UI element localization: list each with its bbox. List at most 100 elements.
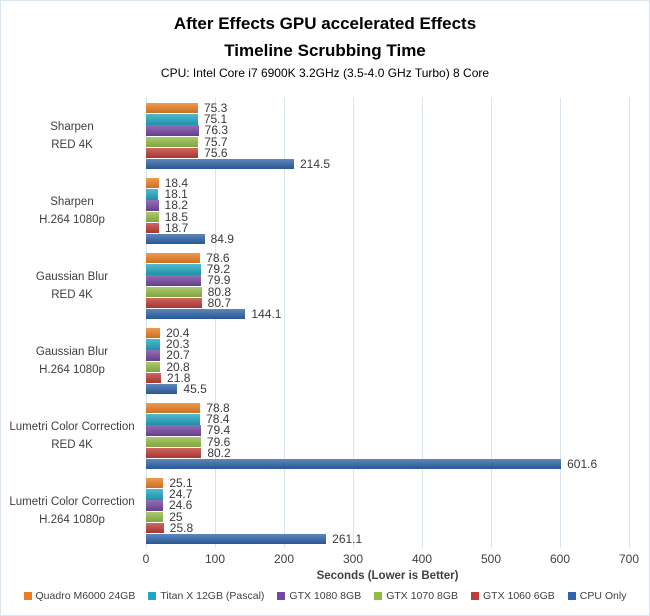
bar-value-label: 261.1 — [332, 532, 363, 546]
bar — [146, 264, 201, 275]
x-tick-label: 0 — [142, 552, 150, 566]
category-label: Gaussian Blur RED 4K — [1, 248, 143, 323]
bar-value-label: 84.9 — [210, 232, 234, 246]
legend-item: GTX 1080 8GB — [277, 590, 361, 602]
legend-swatch-icon — [471, 592, 479, 600]
bar-value-label: 21.8 — [167, 370, 191, 385]
x-tick-label: 300 — [342, 552, 364, 566]
bar — [146, 339, 160, 350]
legend-item: GTX 1060 6GB — [471, 590, 555, 602]
bar — [146, 159, 294, 170]
bar-value-label: 20.3 — [166, 337, 190, 352]
category-label-line: H.264 1080p — [39, 513, 105, 526]
category-label-line: Gaussian Blur — [35, 345, 109, 358]
x-tick-label: 100 — [204, 552, 226, 566]
gridline — [215, 98, 216, 548]
bar — [146, 211, 159, 222]
legend-item: GTX 1070 8GB — [374, 590, 458, 602]
bar-value-label: 79.6 — [206, 434, 231, 449]
legend-swatch-icon — [567, 592, 576, 600]
bar — [146, 459, 562, 470]
bar-value-label: 144.1 — [251, 307, 282, 321]
bar — [146, 103, 198, 114]
bar — [146, 511, 164, 522]
legend-label: GTX 1080 8GB — [289, 590, 362, 602]
bar-value-label: 75.6 — [204, 145, 228, 160]
bar-value-label: 18.5 — [164, 209, 189, 224]
category-label-line: H.264 1080p — [39, 213, 105, 226]
bar — [146, 447, 202, 459]
category-label-line: Lumetri Color Correction — [9, 495, 135, 508]
bar — [146, 414, 201, 425]
bar-value-label: 25.1 — [169, 476, 193, 490]
category-label: Lumetri Color Correction RED 4K — [1, 398, 143, 473]
category-label-line: RED 4K — [51, 138, 93, 151]
bar-value-label: 25.8 — [169, 520, 194, 535]
gridline — [560, 98, 561, 548]
legend-label: Titan X 12GB (Pascal) — [160, 590, 265, 602]
bar — [146, 125, 199, 136]
y-axis-line — [146, 98, 147, 548]
bar-value-label: 78.4 — [206, 412, 230, 427]
bar — [146, 309, 246, 320]
gridline — [422, 98, 423, 548]
bar-value-label: 78.8 — [206, 401, 230, 415]
bar — [146, 403, 201, 414]
legend-label: Quadro M6000 24GB — [35, 590, 136, 602]
bar-value-label: 76.3 — [204, 123, 228, 138]
category-label: Sharpen H.264 1080p — [1, 173, 143, 248]
category-label-line: Sharpen — [50, 195, 94, 208]
bar — [146, 436, 201, 447]
bar-value-label: 601.6 — [567, 457, 598, 471]
chart-title-line-1: After Effects GPU accelerated Effects — [173, 14, 477, 33]
legend-item: Titan X 12GB (Pascal) — [148, 590, 264, 602]
bar — [146, 534, 327, 545]
bar — [146, 350, 161, 361]
legend-swatch-icon — [148, 592, 157, 600]
legend-swatch-icon — [23, 592, 32, 600]
gridline — [491, 98, 492, 548]
chart-title: After Effects GPU accelerated Effects Ti… — [1, 10, 649, 64]
x-tick-label: 400 — [411, 552, 433, 566]
category-label: Gaussian Blur H.264 1080p — [1, 323, 143, 398]
bar — [146, 189, 159, 200]
bar — [146, 136, 199, 147]
bar-value-label: 75.1 — [203, 112, 228, 127]
bar-value-label: 79.9 — [207, 273, 231, 288]
legend-label: GTX 1070 8GB — [386, 590, 458, 602]
legend-item: Quadro M6000 24GB — [23, 590, 136, 602]
x-tick-label: 600 — [549, 552, 571, 566]
category-label-line: RED 4K — [51, 438, 93, 451]
category-label: Lumetri Color Correction H.264 1080p — [1, 473, 143, 548]
bar-value-label: 214.5 — [300, 157, 331, 171]
legend-label: CPU Only — [579, 590, 627, 602]
category-label-line: Sharpen — [50, 120, 94, 133]
bar-value-label: 20.4 — [166, 326, 190, 340]
bar — [146, 234, 205, 245]
bar — [146, 200, 159, 211]
plot-area: Sharpen RED 4K 75.3 75.1 76.3 75.7 75.6 214.5 Sh… — [1, 98, 649, 548]
bar-value-label: 80.7 — [207, 295, 232, 310]
bar — [146, 361, 161, 372]
bar — [146, 522, 164, 534]
bar-value-label: 78.6 — [206, 251, 230, 265]
category-label-line: Lumetri Color Correction — [9, 420, 135, 433]
bar-value-label: 80.8 — [207, 284, 232, 299]
bar — [146, 372, 162, 384]
bar — [146, 489, 164, 500]
chart-title-line-2: Timeline Scrubbing Time — [224, 41, 426, 60]
x-tick-label: 700 — [618, 552, 640, 566]
bar-value-label: 25 — [169, 509, 183, 524]
x-tick-label: 200 — [273, 552, 295, 566]
legend: Quadro M6000 24GB Titan X 12GB (Pascal) GT… — [1, 590, 649, 602]
legend-item: CPU Only — [567, 590, 627, 602]
bar-value-label: 18.2 — [164, 198, 188, 213]
bar — [146, 178, 159, 189]
bar — [146, 425, 201, 436]
gridline — [629, 98, 630, 548]
bar — [146, 384, 178, 395]
bar-value-label: 18.7 — [164, 220, 189, 235]
bar — [146, 114, 198, 125]
bar-value-label: 18.1 — [164, 187, 188, 202]
category-label-line: RED 4K — [51, 288, 93, 301]
